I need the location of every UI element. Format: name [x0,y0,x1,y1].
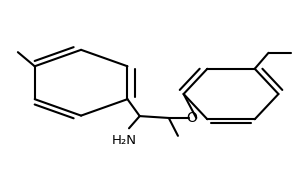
Text: O: O [186,111,197,125]
Text: H₂N: H₂N [112,134,137,147]
